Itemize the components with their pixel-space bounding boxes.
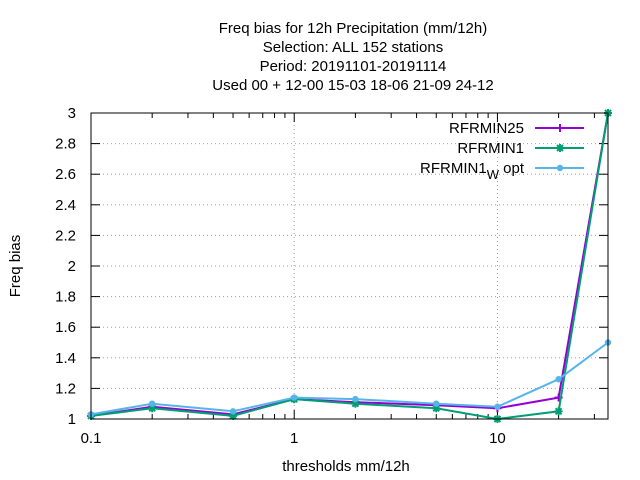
title-line-4: Used 00 + 12-00 15-03 18-06 21-09 24-12 [212,77,493,94]
y-tick-label: 2.4 [55,197,76,214]
x-axis-label: thresholds mm/12h [282,458,410,475]
y-tick-label: 3 [68,105,76,122]
y-tick-label: 1.4 [55,350,76,367]
legend-suffix: opt [499,160,525,177]
axis-ticks [90,112,608,420]
tick-labels: 1 1.2 1.4 1.6 1.8 2 2.2 2.4 2.6 2.8 3 0.1 1 10 [55,105,506,447]
data-point [148,404,157,413]
y-tick-label: 1.6 [55,319,76,336]
data-point [494,403,501,410]
series-line [90,112,609,417]
series-line [90,112,609,421]
y-tick-label: 1.2 [55,380,76,397]
data-point [148,400,156,407]
data-point [555,376,562,383]
legend-name: RFRMIN1 [420,160,487,177]
y-axis-label: Freq bias [7,235,24,298]
legend-label: RFRMIN1 [457,140,524,157]
legend-label: RFRMIN1W opt [420,160,525,182]
plot-frame [90,112,609,420]
data-point [432,404,441,413]
x-tick-label: 0.1 [81,430,102,447]
title-line-2: Selection: ALL 152 stations [263,39,443,56]
y-tick-label: 2.2 [55,227,76,244]
x-tick-label: 1 [290,430,298,447]
series-1 [87,109,612,420]
y-tick-label: 1 [68,411,76,428]
series-2 [87,109,612,423]
x-tick-label: 10 [489,430,506,447]
data-point [291,394,298,401]
data-point [554,407,563,416]
y-tick-label: 1.8 [55,289,76,306]
y-tick-label: 2.8 [55,136,76,153]
legend-label: RFRMIN25 [449,120,524,137]
chart-title: Freq bias for 12h Precipitation (mm/12h)… [212,20,493,94]
y-tick-label: 2.6 [55,166,76,183]
title-line-3: Period: 20191101-20191114 [260,58,447,75]
legend-entry-2: RFRMIN1 [457,140,584,157]
legend-entry-1: RFRMIN25 [449,120,584,137]
data-point [351,399,360,408]
legend-entry-3: RFRMIN1W opt [420,160,584,182]
data-point [433,400,440,407]
grid [91,113,608,419]
data-point [556,164,564,172]
data-point [556,144,564,152]
data-point [229,408,237,415]
legend-name: RFRMIN25 [449,120,524,137]
series-layer [87,109,612,423]
series-3 [87,339,612,418]
data-point [352,395,359,403]
legend-subscript: W [487,167,500,182]
data-point [556,124,564,132]
y-tick-label: 2 [68,258,76,275]
title-line-1: Freq bias for 12h Precipitation (mm/12h) [219,20,487,37]
legend-name: RFRMIN1 [457,140,524,157]
